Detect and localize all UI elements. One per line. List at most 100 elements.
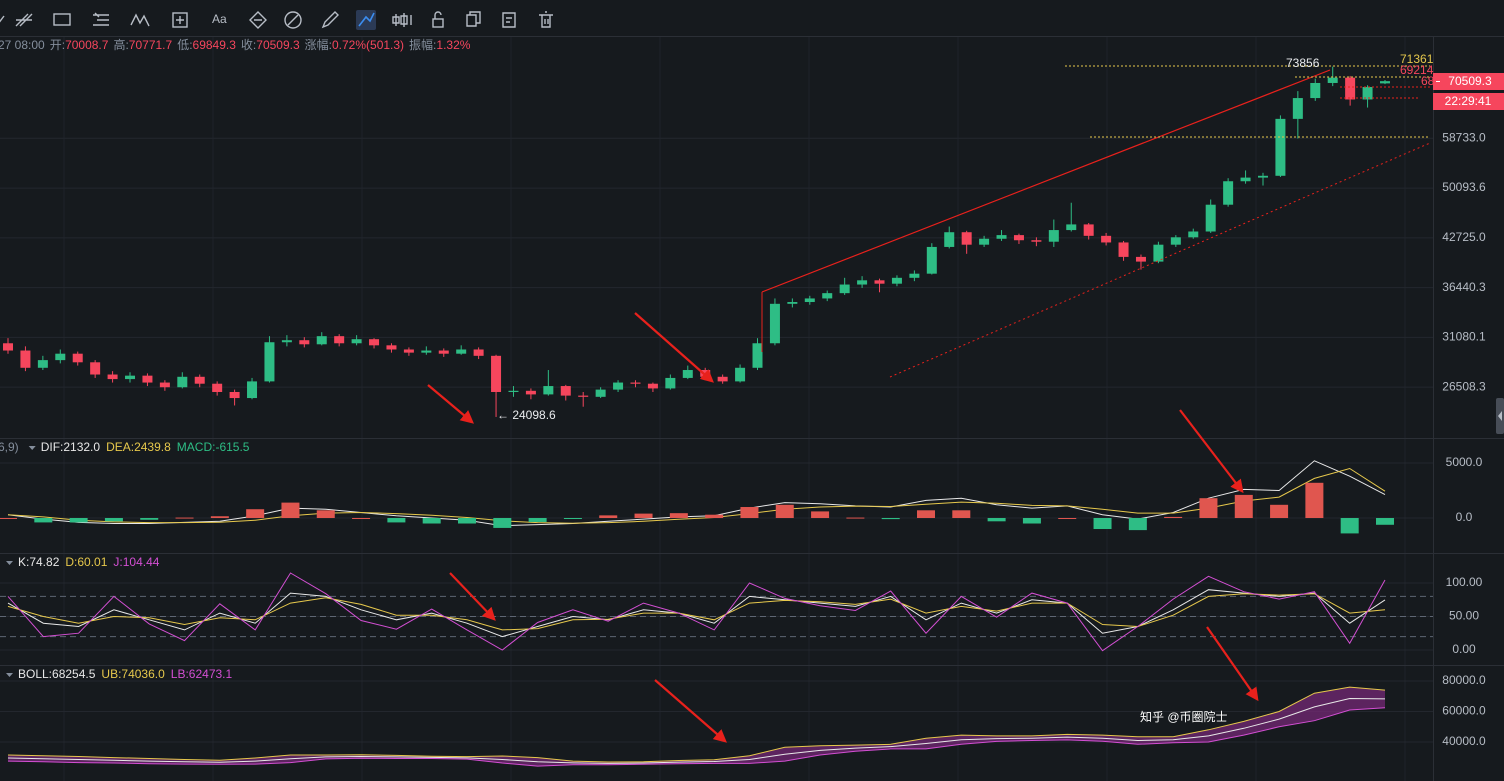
candle-body — [804, 298, 815, 303]
y-tick-label: 58733.0 — [1442, 130, 1486, 144]
tool-active-bg[interactable] — [356, 10, 376, 30]
candle-body — [125, 375, 136, 380]
histogram-bar — [1376, 518, 1394, 525]
candle-body — [1380, 81, 1390, 84]
candle-body — [1066, 224, 1077, 231]
histogram-bar — [175, 517, 194, 519]
candle-body — [1083, 224, 1094, 236]
legend-toggle — [28, 446, 36, 450]
indicator-line — [7, 572, 1386, 652]
histogram-bar — [387, 518, 406, 523]
candle-body — [281, 340, 292, 343]
toolbar: Aa — [0, 10, 1504, 37]
histogram-bar — [34, 518, 53, 523]
arrow — [1206, 626, 1259, 702]
tool-measure-plus — [176, 16, 184, 24]
y-tick-label: 5000.0 — [1446, 455, 1483, 469]
legend-toggle — [6, 673, 13, 677]
arrow — [654, 679, 727, 743]
candle-body — [107, 374, 118, 380]
candle-body — [1223, 181, 1234, 205]
histogram-bar — [493, 518, 512, 528]
histogram-bar — [140, 518, 159, 520]
candle-body — [944, 232, 955, 247]
candle-body — [996, 235, 1007, 239]
candle-body — [735, 367, 746, 382]
candle-body — [194, 376, 205, 384]
histogram-bar — [69, 518, 88, 523]
level-label: 69214 — [1400, 63, 1434, 77]
tool-copy[interactable] — [466, 11, 481, 27]
info-label: 开: — [50, 38, 65, 52]
indicator-line — [7, 460, 1386, 527]
legend-entry: BOLL:68254.5 — [18, 667, 96, 681]
candle-body — [1345, 77, 1356, 100]
tool-text[interactable]: Aa — [212, 12, 227, 26]
tool-fib[interactable] — [93, 12, 109, 26]
candle-body — [1257, 175, 1268, 178]
indicator-line — [7, 707, 1386, 767]
candle-body — [578, 395, 589, 397]
legend-entry: LB:62473.1 — [171, 667, 233, 681]
candle-body — [1327, 77, 1338, 83]
tool-delete[interactable] — [539, 11, 553, 28]
legend-entry: J:104.44 — [113, 555, 159, 569]
candle-body — [456, 349, 467, 354]
candle-body — [369, 339, 380, 346]
histogram-bar — [952, 510, 971, 519]
level-label: 68 — [1421, 74, 1435, 88]
y-tick-label: 80000.0 — [1442, 673, 1486, 687]
candle-body — [1118, 242, 1129, 257]
candle-body — [1013, 235, 1024, 241]
level-label: 71361 — [1400, 52, 1434, 66]
candle-body — [787, 302, 798, 304]
histogram-bar — [1199, 498, 1218, 519]
indicator-line — [7, 697, 1386, 764]
y-tick-label: 26508.3 — [1442, 379, 1486, 393]
watermark: 知乎 @币圈院士 — [1140, 710, 1228, 724]
candle-body — [491, 355, 502, 392]
y-tick-label: 0.0 — [1456, 510, 1473, 524]
y-tick-label: 100.00 — [1446, 575, 1483, 589]
histogram-bar — [1305, 482, 1324, 519]
candle-body — [543, 386, 554, 395]
info-label: 低: — [177, 38, 192, 52]
indicator-line — [7, 467, 1386, 524]
info-value: 70509.3 — [256, 38, 300, 52]
y-tick-label: 40000.0 — [1442, 734, 1486, 748]
tool-rect[interactable] — [53, 13, 71, 26]
y-tick-label: 0.00 — [1452, 642, 1476, 656]
tool-trend[interactable] — [0, 15, 5, 24]
candle-body — [1170, 237, 1181, 245]
info-label: 高: — [113, 37, 128, 52]
candle-body — [525, 390, 536, 395]
candle-body — [926, 246, 937, 274]
candle-body — [717, 376, 728, 382]
candle-body — [822, 293, 833, 299]
high-label: 73856 — [1286, 56, 1320, 70]
arrow — [427, 384, 475, 424]
tool-ruler[interactable] — [249, 11, 267, 29]
candle-body — [1275, 118, 1286, 176]
candle-body — [682, 370, 693, 378]
tool-pattern[interactable] — [130, 13, 150, 27]
candle-body — [142, 375, 153, 383]
tool-parallel[interactable] — [15, 13, 33, 27]
candle-body — [334, 336, 345, 344]
indicator-line — [7, 589, 1386, 638]
tool-measure[interactable] — [172, 12, 188, 28]
histogram-bar — [104, 518, 123, 522]
histogram-bar — [1234, 494, 1253, 519]
info-time: 27 08:00 — [0, 38, 45, 52]
histogram-bar — [1340, 518, 1359, 534]
histogram-bar — [599, 515, 618, 519]
tool-candles[interactable] — [392, 13, 412, 27]
tool-pencil[interactable] — [321, 11, 339, 29]
tool-magnet[interactable] — [284, 11, 302, 29]
legend-entry: MACD:-615.5 — [177, 440, 250, 454]
tool-edit[interactable] — [502, 12, 516, 28]
tool-lock-shackle — [434, 11, 442, 19]
histogram-bar — [352, 518, 371, 520]
tool-lock[interactable] — [432, 18, 444, 28]
